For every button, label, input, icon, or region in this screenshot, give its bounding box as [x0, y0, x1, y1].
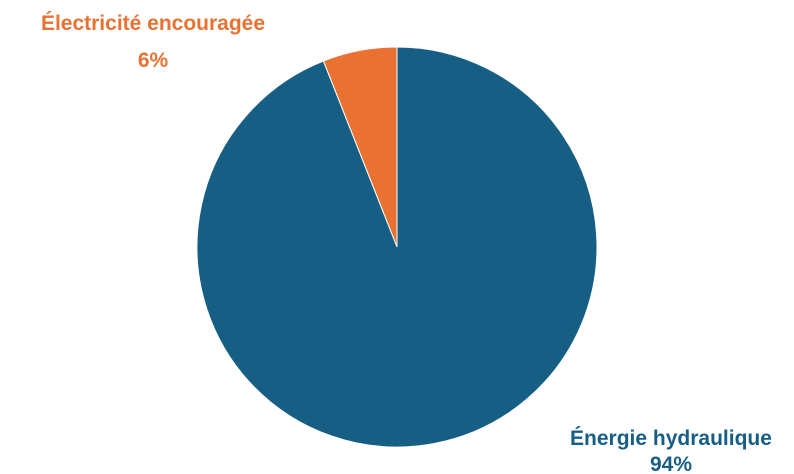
slice-label-energie-hydraulique: Énergie hydraulique — [570, 427, 772, 450]
pie-slices — [196, 46, 598, 448]
slice-label-electricite-encouragee: Électricité encouragée — [41, 12, 265, 35]
pie-slice-energie-hydraulique — [196, 46, 598, 448]
slice-value-electricite-encouragee: 6% — [138, 49, 169, 72]
slice-value-energie-hydraulique: 94% — [650, 453, 692, 474]
